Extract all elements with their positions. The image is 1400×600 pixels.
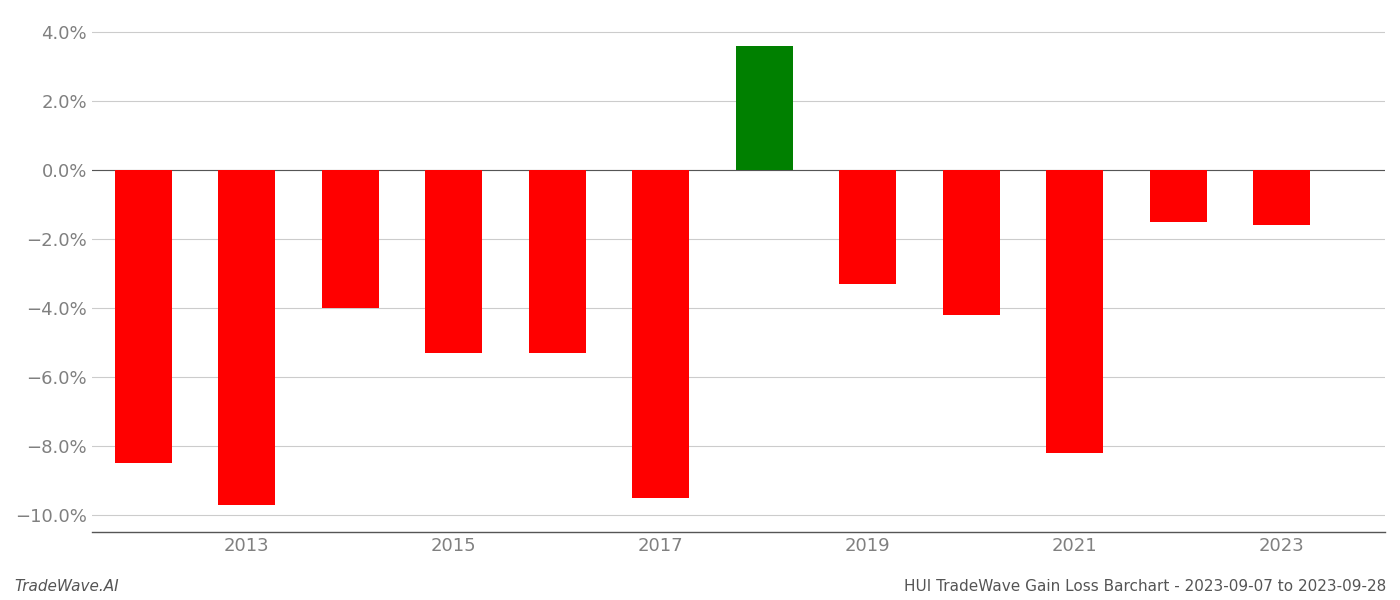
Bar: [942, 170, 1000, 315]
Bar: [736, 46, 792, 170]
Bar: [115, 170, 172, 463]
Bar: [1149, 170, 1207, 222]
Bar: [1253, 170, 1310, 226]
Text: TradeWave.AI: TradeWave.AI: [14, 579, 119, 594]
Bar: [322, 170, 379, 308]
Bar: [426, 170, 483, 353]
Bar: [633, 170, 689, 497]
Bar: [839, 170, 896, 284]
Bar: [1046, 170, 1103, 453]
Bar: [218, 170, 276, 505]
Text: HUI TradeWave Gain Loss Barchart - 2023-09-07 to 2023-09-28: HUI TradeWave Gain Loss Barchart - 2023-…: [904, 579, 1386, 594]
Bar: [529, 170, 585, 353]
